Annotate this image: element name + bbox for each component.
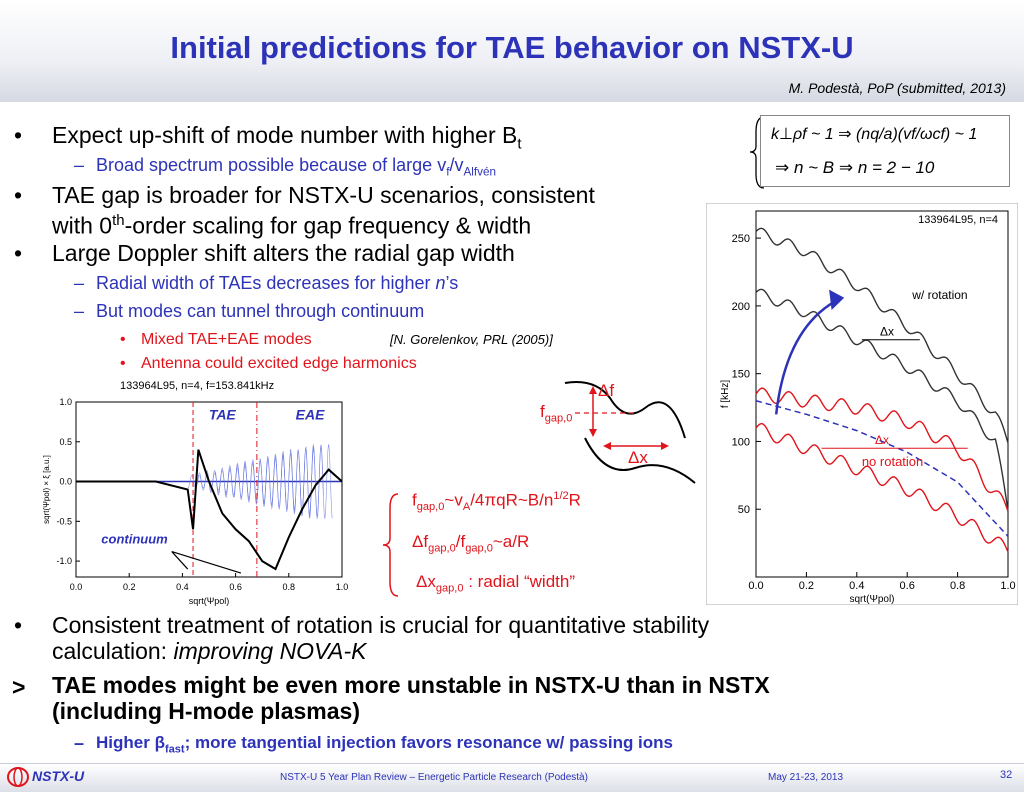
plot2-xtick-label: 0.0	[748, 580, 763, 592]
plot1-xtick-label: 1.0	[336, 582, 349, 592]
bullet-gap-broader: TAE gap is broader for NSTX-U scenarios,…	[52, 182, 595, 208]
bullet-gap-broader-cont: with 0th-order scaling for gap frequency…	[52, 208, 531, 239]
sub-marker: –	[74, 732, 84, 754]
equation-line-2: ⇒ n ~ B ⇒ n = 2 − 10	[775, 158, 934, 178]
plot2-ylabel: f [kHz]	[720, 380, 731, 409]
plot2-ytick-label: 150	[732, 369, 750, 381]
plot2-title: 133964L95, n=4	[918, 214, 998, 226]
plot1-ytick-label: -0.5	[56, 516, 72, 526]
subsub-marker: •	[120, 330, 126, 350]
plot1-ytick-label: 1.0	[59, 397, 72, 407]
bullet-marker: >	[12, 674, 25, 700]
sub-marker: –	[74, 272, 84, 294]
no-rotation-label: no rotation	[862, 454, 923, 469]
plot1-xtick-label: 0.6	[229, 582, 242, 592]
plot1-xtick-label: 0.2	[123, 582, 136, 592]
equation-line-1: k⊥ρf ~ 1 ⇒ (nq/a)(vf/ωcf) ~ 1	[771, 124, 977, 144]
bullet-unstable-cont: (including H-mode plasmas)	[52, 698, 360, 724]
frequency-plot: 250 200 150 100 50 0.0 0.2 0.4 0.6 0.8 1.0 sqrt(Ψpo…	[706, 203, 1018, 605]
bullet-marker: •	[14, 122, 22, 148]
formula-fgap: fgap,0~vA/4πqR~B/n1/2R	[412, 490, 581, 513]
delta-f-label: Δf	[598, 381, 614, 401]
formula-dfgap: Δfgap,0/fgap,0~a/R	[412, 532, 529, 554]
plot1-ytick-label: 0.5	[59, 437, 72, 447]
citation: M. Podestà, PoP (submitted, 2013)	[789, 80, 1006, 96]
plot1-xlabel: sqrt(Ψpol)	[189, 596, 230, 606]
bullet-upshift: Expect up-shift of mode number with high…	[52, 122, 522, 158]
bullet-rotation-cont: calculation: improving NOVA-K	[52, 638, 366, 664]
rotation-dx-label: Δx	[880, 325, 894, 339]
bullet-doppler: Large Doppler shift alters the radial ga…	[52, 240, 515, 266]
plot2-xtick-label: 1.0	[1000, 580, 1015, 592]
continuum-label: continuum	[101, 532, 168, 547]
sub-bullet-broad-spectrum: Broad spectrum possible because of large…	[96, 154, 496, 184]
plot2-ytick-label: 100	[732, 436, 750, 448]
subsub-antenna: Antenna could excited edge harmonics	[141, 354, 417, 374]
plot2-ytick-label: 50	[738, 504, 750, 516]
plot2-xtick-label: 0.4	[849, 580, 864, 592]
equation-box: k⊥ρf ~ 1 ⇒ (nq/a)(vf/ωcf) ~ 1 ⇒ n ~ B ⇒ …	[760, 115, 1010, 187]
bullet-marker: •	[14, 240, 22, 266]
plot2-background	[706, 203, 1018, 605]
plot2-xtick-label: 0.8	[950, 580, 965, 592]
footer-date: May 21-23, 2013	[768, 772, 843, 783]
plot1-ylabel: sqrt(Ψpol) × ξ [a.u.]	[42, 455, 51, 524]
footer-page-number: 32	[1000, 769, 1012, 781]
bullet-marker: •	[14, 612, 22, 638]
plot2-xtick-label: 0.6	[900, 580, 915, 592]
plot1-xtick-label: 0.0	[70, 582, 83, 592]
plot2-xtick-label: 0.2	[799, 580, 814, 592]
sub-marker: –	[74, 300, 84, 322]
sub-bullet-tunnel: But modes can tunnel through continuum	[96, 300, 424, 322]
plot1-ytick-label: -1.0	[56, 556, 72, 566]
w-rotation-label: w/ rotation	[911, 288, 967, 302]
nstx-logo-icon	[6, 766, 30, 788]
plot2-ytick-label: 200	[732, 301, 750, 313]
subsub-marker: •	[120, 354, 126, 374]
plot1-ytick-label: 0.0	[59, 477, 72, 487]
reference-gorelenkov: [N. Gorelenkov, PRL (2005)]	[390, 332, 553, 347]
plot1-xtick-label: 0.8	[283, 582, 296, 592]
gap-diagram	[535, 378, 700, 490]
formula-brace	[380, 490, 410, 600]
bullet-unstable: TAE modes might be even more unstable in…	[52, 672, 770, 698]
sub-marker: –	[74, 154, 84, 176]
footer-logo-text: NSTX-U	[32, 768, 84, 784]
fgap-label: fgap,0	[540, 402, 572, 424]
eae-label: EAE	[296, 407, 325, 423]
bullet-marker: •	[14, 182, 22, 208]
no-rotation-dx-label: Δx	[875, 433, 889, 447]
plot1-xtick-label: 0.4	[176, 582, 189, 592]
plot2-ytick-label: 250	[732, 233, 750, 245]
bullet-rotation: Consistent treatment of rotation is cruc…	[52, 612, 709, 638]
sub-bullet-radial-width: Radial width of TAEs decreases for highe…	[96, 272, 458, 294]
slide-title: Initial predictions for TAE behavior on …	[0, 30, 1024, 66]
formula-dxgap: Δxgap,0 : radial “width”	[416, 572, 575, 594]
tae-label: TAE	[209, 407, 237, 423]
delta-x-label: Δx	[628, 448, 648, 468]
plot2-xlabel: sqrt(Ψpol)	[849, 594, 894, 605]
footer-center: NSTX-U 5 Year Plan Review – Energetic Pa…	[280, 772, 588, 783]
plot1-frame	[76, 402, 342, 577]
mode-structure-plot: 1.0 0.5 0.0 -0.5 -1.0 0.0 0.2 0.4 0.6 0.8 1.0 sqrt(…	[40, 390, 360, 615]
sub-bullet-beta-fast: Higher βfast; more tangential injection …	[96, 732, 673, 760]
subsub-mixed-modes: Mixed TAE+EAE modes	[141, 330, 312, 350]
